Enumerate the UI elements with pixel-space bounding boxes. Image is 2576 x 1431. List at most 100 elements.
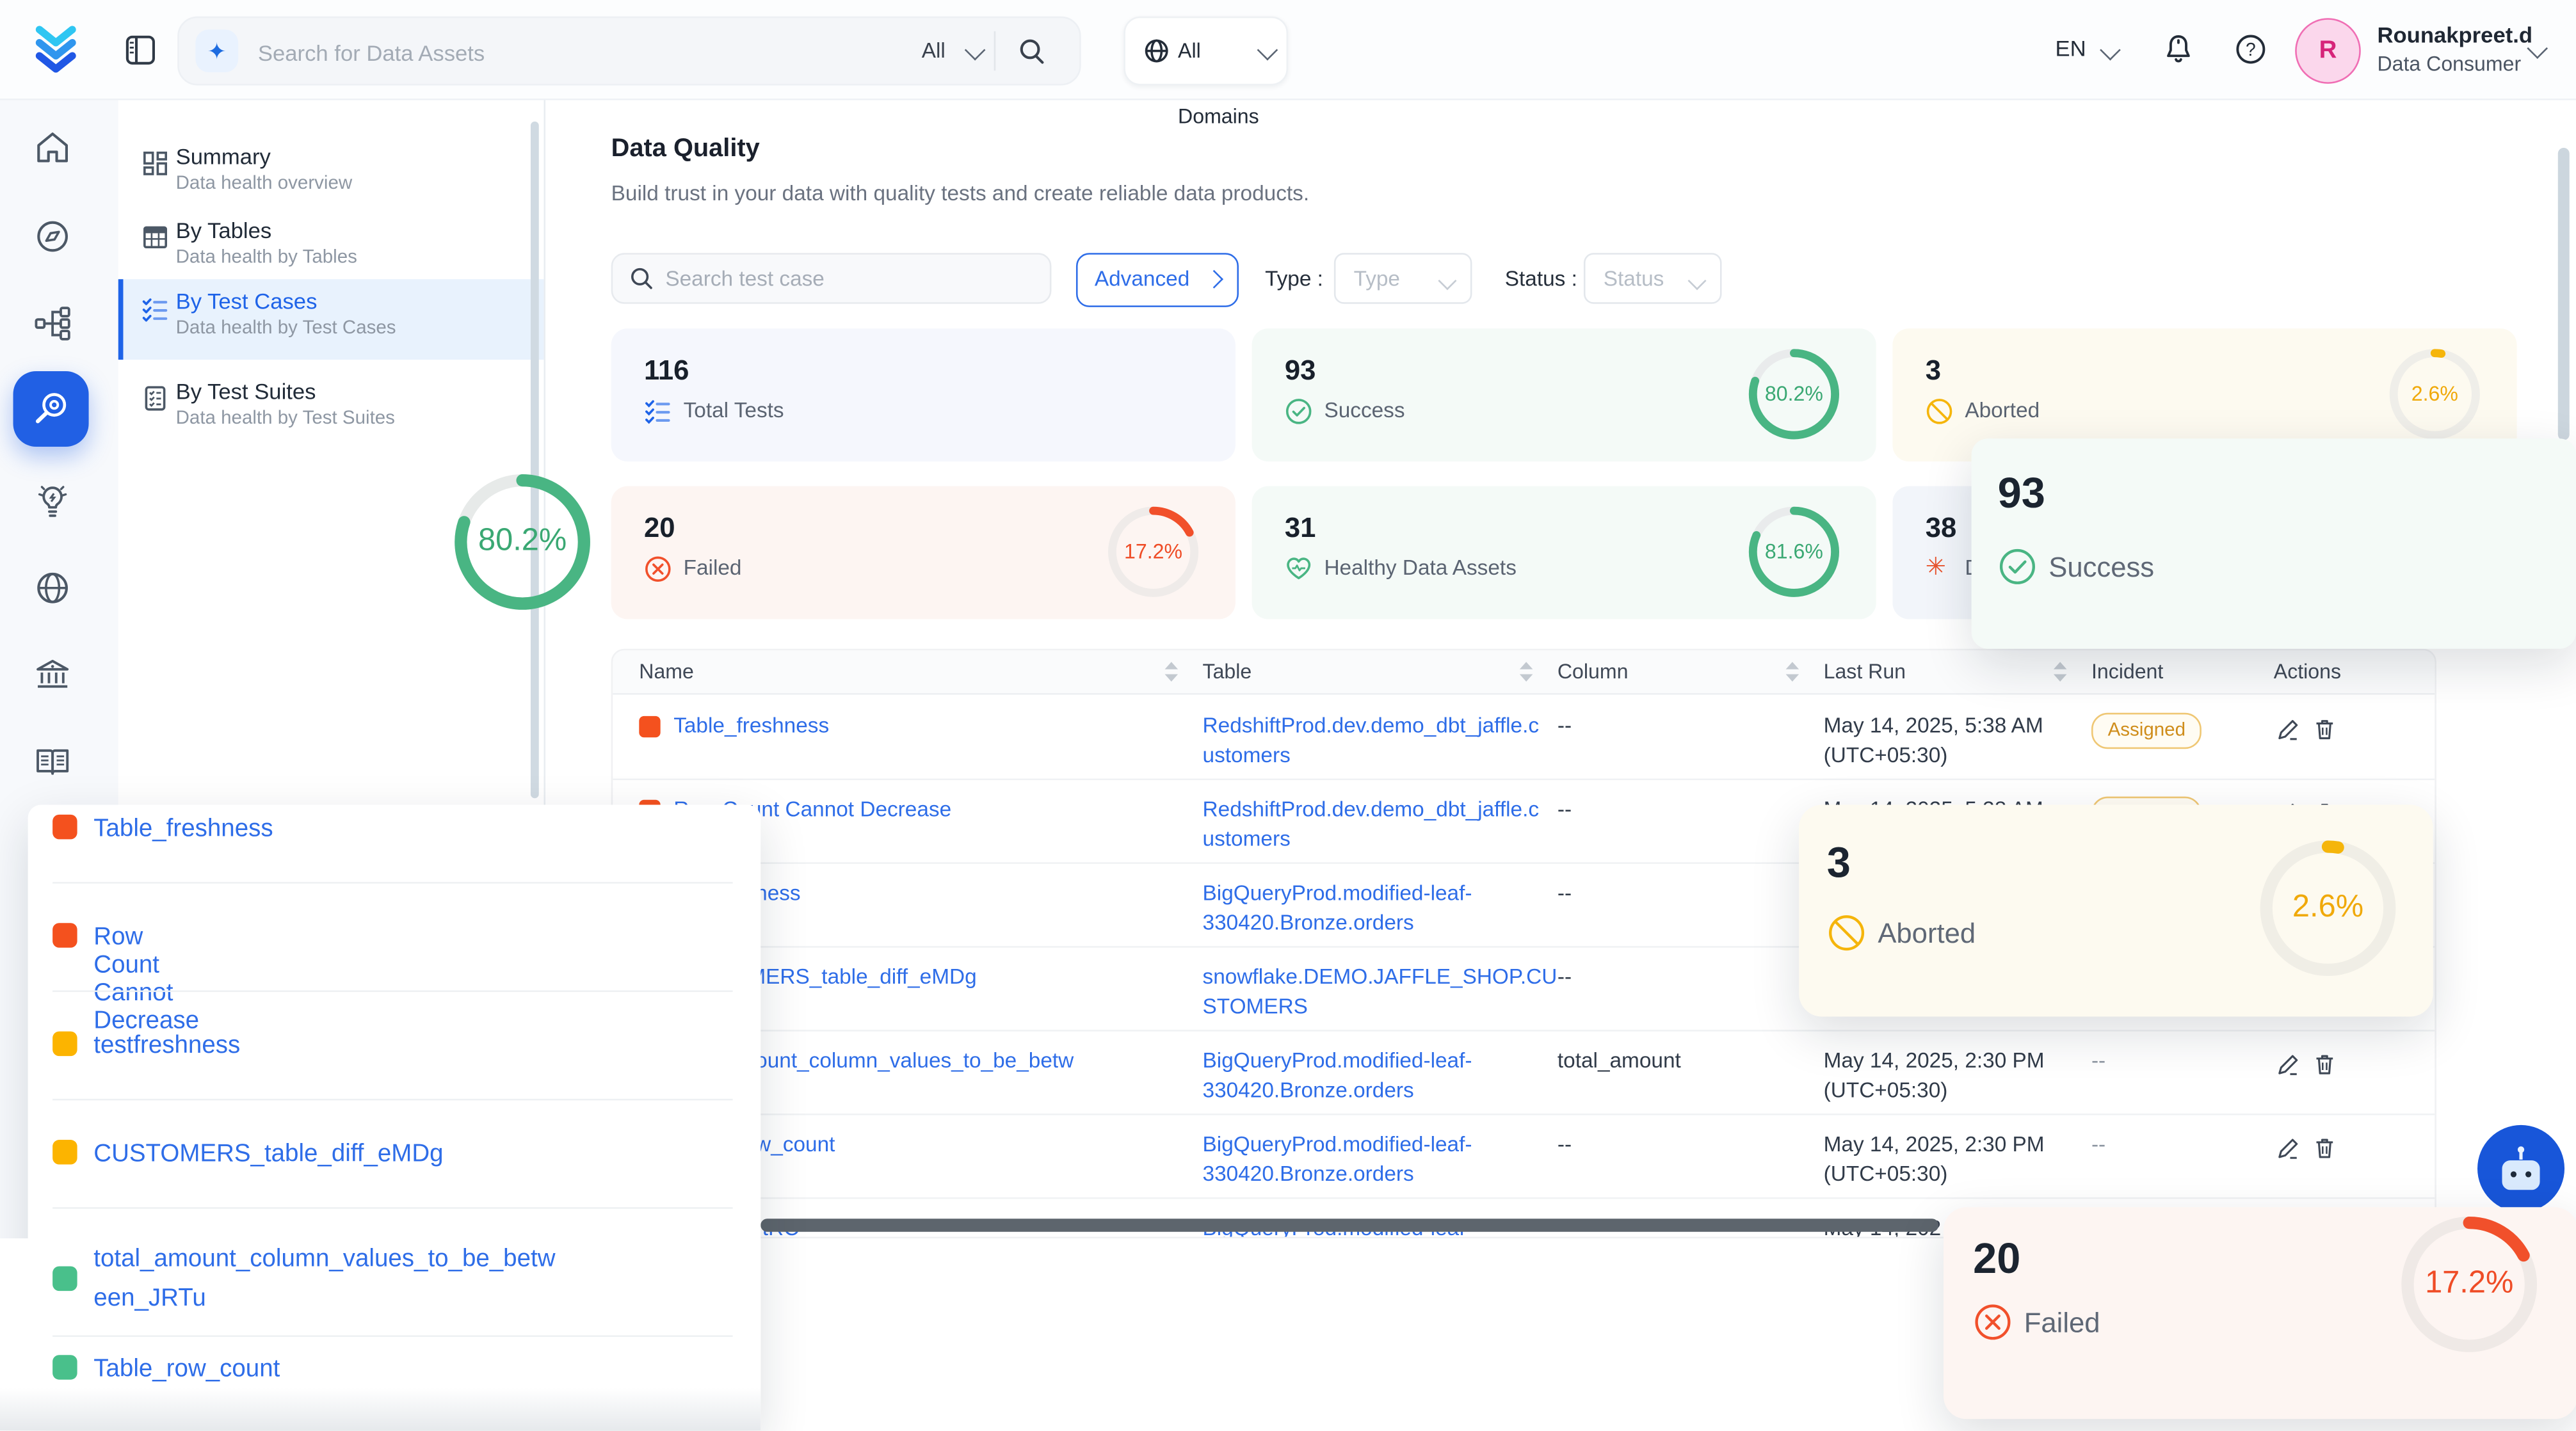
sorter-icon[interactable] xyxy=(1520,662,1533,682)
zoom-list-item-link[interactable]: CUSTOMERS_table_diff_eMDg xyxy=(93,1140,443,1168)
search-scope-dropdown[interactable]: All xyxy=(922,18,946,84)
last-run-cell: May 14, 2025, 2:30 PM xyxy=(1824,1131,2045,1156)
aborted-slash-icon xyxy=(1926,397,1954,426)
zoom-list-item-link[interactable]: total_amount_column_values_to_be_betw xyxy=(93,1245,555,1273)
table-link[interactable]: BigQueryProd.modified-leaf- xyxy=(1203,1131,1472,1156)
domains-globe-icon[interactable] xyxy=(33,568,72,608)
incident-badge[interactable]: Assigned xyxy=(2091,713,2202,749)
glossary-book-icon[interactable] xyxy=(33,742,72,782)
success-donut: 80.2% xyxy=(1748,348,1840,440)
test-case-link[interactable]: Table_freshness xyxy=(673,713,1150,737)
delete-icon[interactable] xyxy=(2312,1051,2338,1077)
sorter-icon[interactable] xyxy=(2054,662,2067,682)
table-row[interactable]: total_amount_column_values_to_be_betw Bi… xyxy=(613,1030,2435,1115)
stat-card-healthy-assets[interactable]: 31 Healthy Data Assets 81.6% xyxy=(1252,486,1876,620)
stat-card-failed[interactable]: 20 Failed 17.2% xyxy=(611,486,1236,620)
divider xyxy=(52,1207,732,1209)
user-avatar[interactable]: R xyxy=(2295,18,2361,84)
stat-value: 20 xyxy=(644,513,675,545)
table-row[interactable]: Table_freshness RedshiftProd.dev.demo_db… xyxy=(613,695,2435,780)
sidebar-item-subtitle: Data health overview xyxy=(176,174,353,194)
asterisk-icon: ✳ xyxy=(1926,554,1954,582)
sidebar-item-by-tables[interactable]: By Tables Data health by Tables xyxy=(118,209,544,287)
stat-card-total-tests[interactable]: 116 Total Tests xyxy=(611,328,1236,461)
donut-percent-label: 2.6% xyxy=(2259,890,2397,926)
global-search-input[interactable] xyxy=(255,20,902,86)
sidebar-item-title: By Tables xyxy=(176,218,272,243)
governance-bank-icon[interactable] xyxy=(33,655,72,695)
ai-sparkle-icon[interactable]: ✦ xyxy=(195,29,238,72)
table-link[interactable]: snowflake.DEMO.JAFFLE_SHOP.CU xyxy=(1203,964,1558,988)
table-row[interactable]: Table_row_count BigQueryProd.modified-le… xyxy=(613,1114,2435,1199)
col-header-column[interactable]: Column xyxy=(1558,650,1629,693)
help-icon[interactable]: ? xyxy=(2234,33,2267,65)
table-link[interactable]: 330420.Bronze.orders xyxy=(1203,1161,1414,1185)
sidebar-toggle-icon[interactable] xyxy=(125,35,156,66)
lineage-flow-icon[interactable] xyxy=(33,304,72,344)
chevron-down-icon xyxy=(1688,271,1707,290)
sorter-icon[interactable] xyxy=(1786,662,1799,682)
vertical-scrollbar[interactable] xyxy=(2558,148,2570,440)
status-filter-select[interactable]: Status xyxy=(1584,253,1722,304)
app-logo-icon[interactable] xyxy=(29,23,82,76)
zoom-list-item-link[interactable]: Table_row_count xyxy=(93,1355,280,1383)
col-header-last-run[interactable]: Last Run xyxy=(1824,650,1906,693)
home-icon[interactable] xyxy=(33,128,72,168)
stat-label: Success xyxy=(1324,397,1405,422)
total-tests-checklist-icon xyxy=(644,397,672,426)
horizontal-scrollbar[interactable] xyxy=(761,1219,1938,1232)
language-switcher[interactable]: EN xyxy=(2055,0,2086,99)
zoom-list-item-link[interactable]: Row Count Cannot Decrease xyxy=(93,923,199,1035)
overlay-stat-value: 3 xyxy=(1827,838,1851,889)
table-link[interactable]: 330420.Bronze.orders xyxy=(1203,910,1414,934)
domains-dropdown[interactable]: All Domains xyxy=(1123,17,1288,86)
overlay-stat-value: 93 xyxy=(1998,468,2045,519)
edit-icon[interactable] xyxy=(2275,716,2301,742)
chatbot-button[interactable] xyxy=(2477,1125,2564,1212)
search-icon[interactable] xyxy=(1017,36,1047,65)
table-link[interactable]: STOMERS xyxy=(1203,994,1308,1018)
zoom-list-item-link[interactable]: Table_freshness xyxy=(93,815,273,843)
sidebar-item-by-test-suites[interactable]: By Test Suites Data health by Test Suite… xyxy=(118,369,544,448)
edit-icon[interactable] xyxy=(2275,1051,2301,1077)
table-link[interactable]: RedshiftProd.dev.demo_dbt_jaffle.c xyxy=(1203,797,1539,821)
col-header-table[interactable]: Table xyxy=(1203,650,1252,693)
zoom-list-item-link[interactable]: testfreshness xyxy=(93,1032,240,1060)
failed-x-icon xyxy=(644,555,672,583)
zoom-list-item-link[interactable]: een_JRTu xyxy=(93,1284,206,1313)
donut-percent-label: 80.2% xyxy=(1748,383,1840,406)
notifications-bell-icon[interactable] xyxy=(2162,33,2194,65)
table-link[interactable]: RedshiftProd.dev.demo_dbt_jaffle.c xyxy=(1203,713,1539,737)
edit-icon[interactable] xyxy=(2275,1135,2301,1161)
explore-compass-icon[interactable] xyxy=(33,217,72,257)
delete-icon[interactable] xyxy=(2312,716,2338,742)
overlay-stat-label: Success xyxy=(2049,552,2154,584)
test-case-search-input[interactable] xyxy=(611,253,1052,304)
delete-icon[interactable] xyxy=(2312,1135,2338,1161)
insights-bulb-icon[interactable] xyxy=(33,481,72,521)
last-run-cell: (UTC+05:30) xyxy=(1824,1161,1948,1185)
nav-item-observability-active[interactable] xyxy=(13,371,89,447)
overlay-success-card: 93 Success 80.2% xyxy=(1972,438,2576,648)
table-link[interactable]: 330420.Bronze.orders xyxy=(1203,1078,1414,1102)
table-link[interactable]: BigQueryProd.modified-leaf- xyxy=(1203,1048,1472,1072)
stat-value: 116 xyxy=(644,355,689,387)
stat-card-success[interactable]: 93 Success 80.2% xyxy=(1252,328,1876,461)
col-header-incident[interactable]: Incident xyxy=(2091,650,2163,693)
table-link[interactable]: ustomers xyxy=(1203,826,1291,851)
table-link[interactable]: ustomers xyxy=(1203,742,1291,767)
overlay-aborted-card: 3 Aborted 2.6% xyxy=(1799,805,2433,1017)
panel-scrollbar[interactable] xyxy=(531,122,539,798)
sidebar-item-by-test-cases-selected[interactable]: By Test Cases Data health by Test Cases xyxy=(118,279,544,360)
table-link[interactable]: BigQueryProd.modified-leaf- xyxy=(1203,881,1472,905)
overlay-aborted-donut: 2.6% xyxy=(2259,839,2397,977)
aborted-donut: 2.6% xyxy=(2388,348,2481,440)
selected-indicator-bar xyxy=(118,279,124,360)
sorter-icon[interactable] xyxy=(1165,662,1179,682)
sidebar-item-summary[interactable]: Summary Data health overview xyxy=(118,134,544,213)
global-search-bar[interactable]: ✦ All xyxy=(177,17,1081,86)
sidebar-item-subtitle: Data health by Tables xyxy=(176,248,357,268)
type-filter-select[interactable]: Type xyxy=(1334,253,1472,304)
col-header-name[interactable]: Name xyxy=(639,650,694,693)
advanced-filter-button[interactable]: Advanced xyxy=(1076,253,1239,307)
